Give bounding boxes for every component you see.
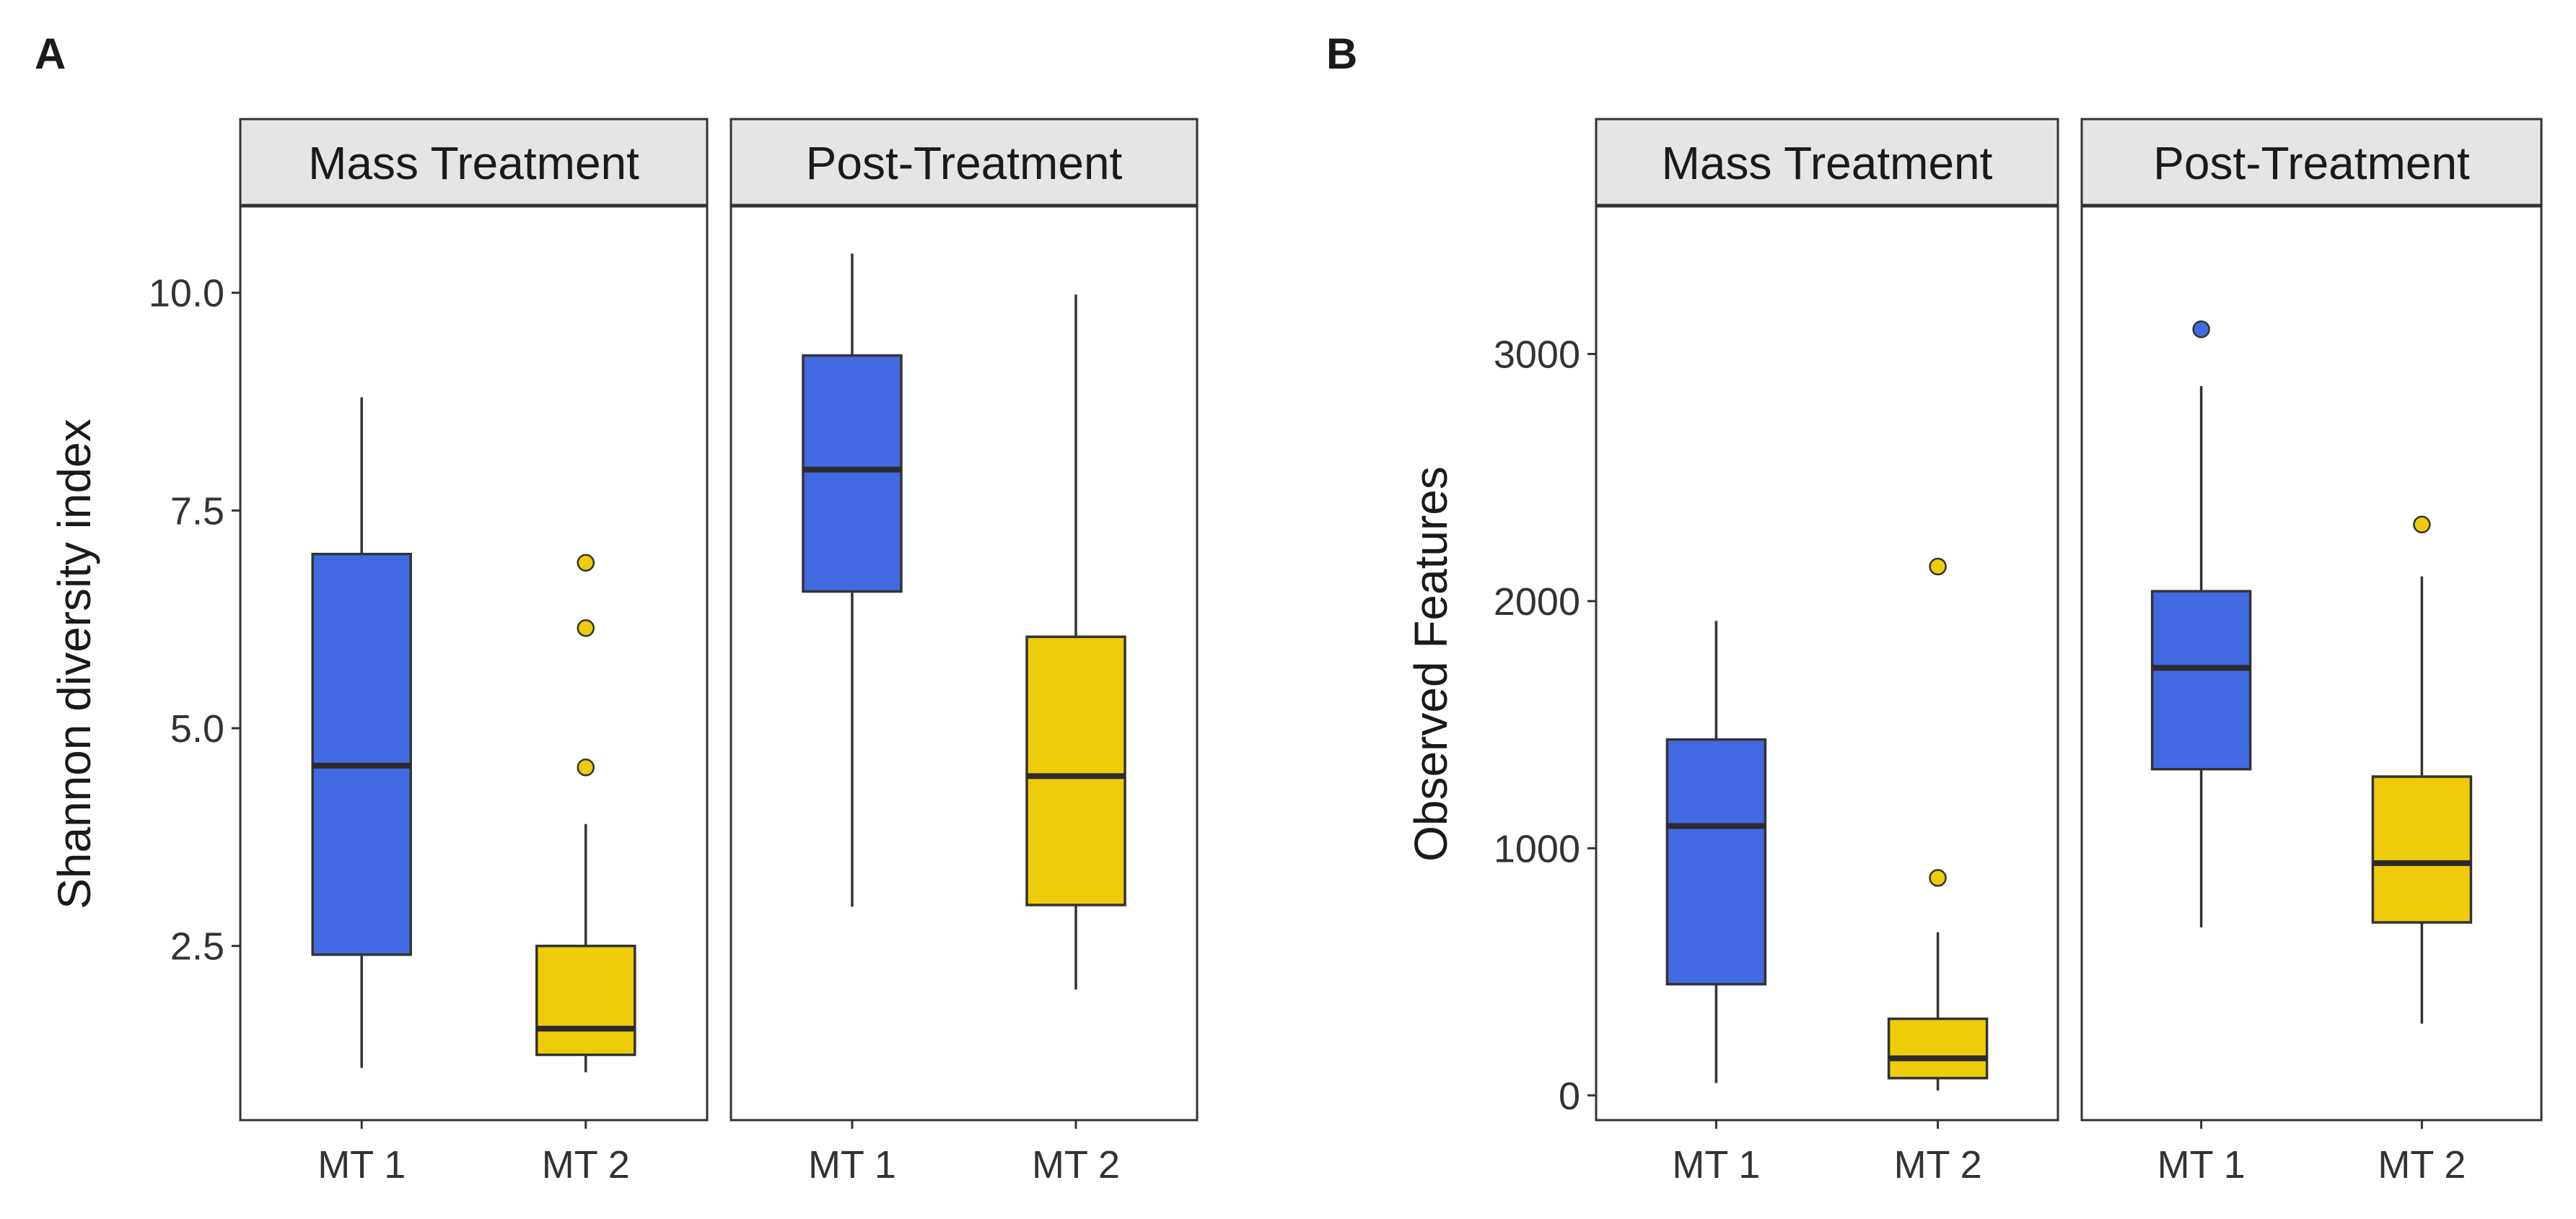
y-tick-label: 2000 bbox=[1494, 580, 1580, 624]
box-iqr bbox=[802, 354, 903, 593]
panel-b-label: B bbox=[1326, 30, 1357, 78]
outlier-point bbox=[577, 619, 595, 637]
facet-plot-area bbox=[730, 204, 1199, 1122]
outlier-point bbox=[577, 759, 595, 777]
x-tick-label: MT 2 bbox=[2378, 1143, 2466, 1187]
box-iqr bbox=[1887, 1017, 1989, 1080]
box-iqr bbox=[2150, 590, 2252, 771]
box-iqr bbox=[311, 552, 412, 956]
box-iqr bbox=[1025, 635, 1126, 906]
x-tick-label: MT 2 bbox=[542, 1143, 630, 1187]
y-tick-label: 1000 bbox=[1494, 827, 1580, 870]
outlier-point bbox=[2413, 515, 2431, 533]
facet-strip bbox=[2080, 118, 2543, 207]
box-iqr bbox=[2371, 775, 2473, 924]
outlier-point bbox=[2192, 320, 2210, 338]
y-axis-title: Observed Features bbox=[1405, 466, 1457, 862]
x-tick-label: MT 1 bbox=[1672, 1143, 1760, 1187]
outlier-point bbox=[1929, 557, 1947, 576]
panel-a: A 2.5 5.0 7.5 10.0 Shannon diversity index Ma… bbox=[35, 30, 1199, 1187]
x-tick-label: MT 1 bbox=[808, 1143, 896, 1187]
facet-strip-label: Post-Treatment bbox=[2153, 137, 2470, 189]
facet-plot-area bbox=[2080, 204, 2543, 1122]
x-tick-label: MT 1 bbox=[317, 1143, 406, 1187]
x-tick-label: MT 2 bbox=[1032, 1143, 1120, 1187]
y-tick-label: 0 bbox=[1559, 1075, 1580, 1118]
y-tick-label: 3000 bbox=[1494, 333, 1580, 376]
outlier-point bbox=[577, 554, 595, 572]
box-iqr bbox=[1665, 738, 1767, 986]
facet-plot-area bbox=[1595, 204, 2059, 1122]
facet-strip-label: Post-Treatment bbox=[806, 137, 1123, 189]
y-tick-label: 5.0 bbox=[170, 707, 224, 751]
y-tick-label: 7.5 bbox=[170, 489, 224, 533]
y-axis-title: Shannon diversity index bbox=[48, 419, 100, 909]
panel-a-label: A bbox=[35, 30, 66, 78]
facet-strip-label: Mass Treatment bbox=[308, 137, 639, 189]
x-tick-label: MT 2 bbox=[1894, 1143, 1982, 1187]
facet-strip bbox=[239, 118, 709, 207]
facet-plot-area bbox=[239, 204, 709, 1122]
outlier-point bbox=[1929, 869, 1947, 887]
facet-strip-label: Mass Treatment bbox=[1662, 137, 1993, 189]
panel-b: B 0 1000 2000 3000 Observed Features Mass Tre… bbox=[1326, 30, 2543, 1187]
box-iqr bbox=[535, 944, 636, 1057]
x-tick-label: MT 1 bbox=[2157, 1143, 2246, 1187]
y-tick-label: 2.5 bbox=[170, 925, 224, 969]
y-tick-label: 10.0 bbox=[149, 272, 224, 315]
